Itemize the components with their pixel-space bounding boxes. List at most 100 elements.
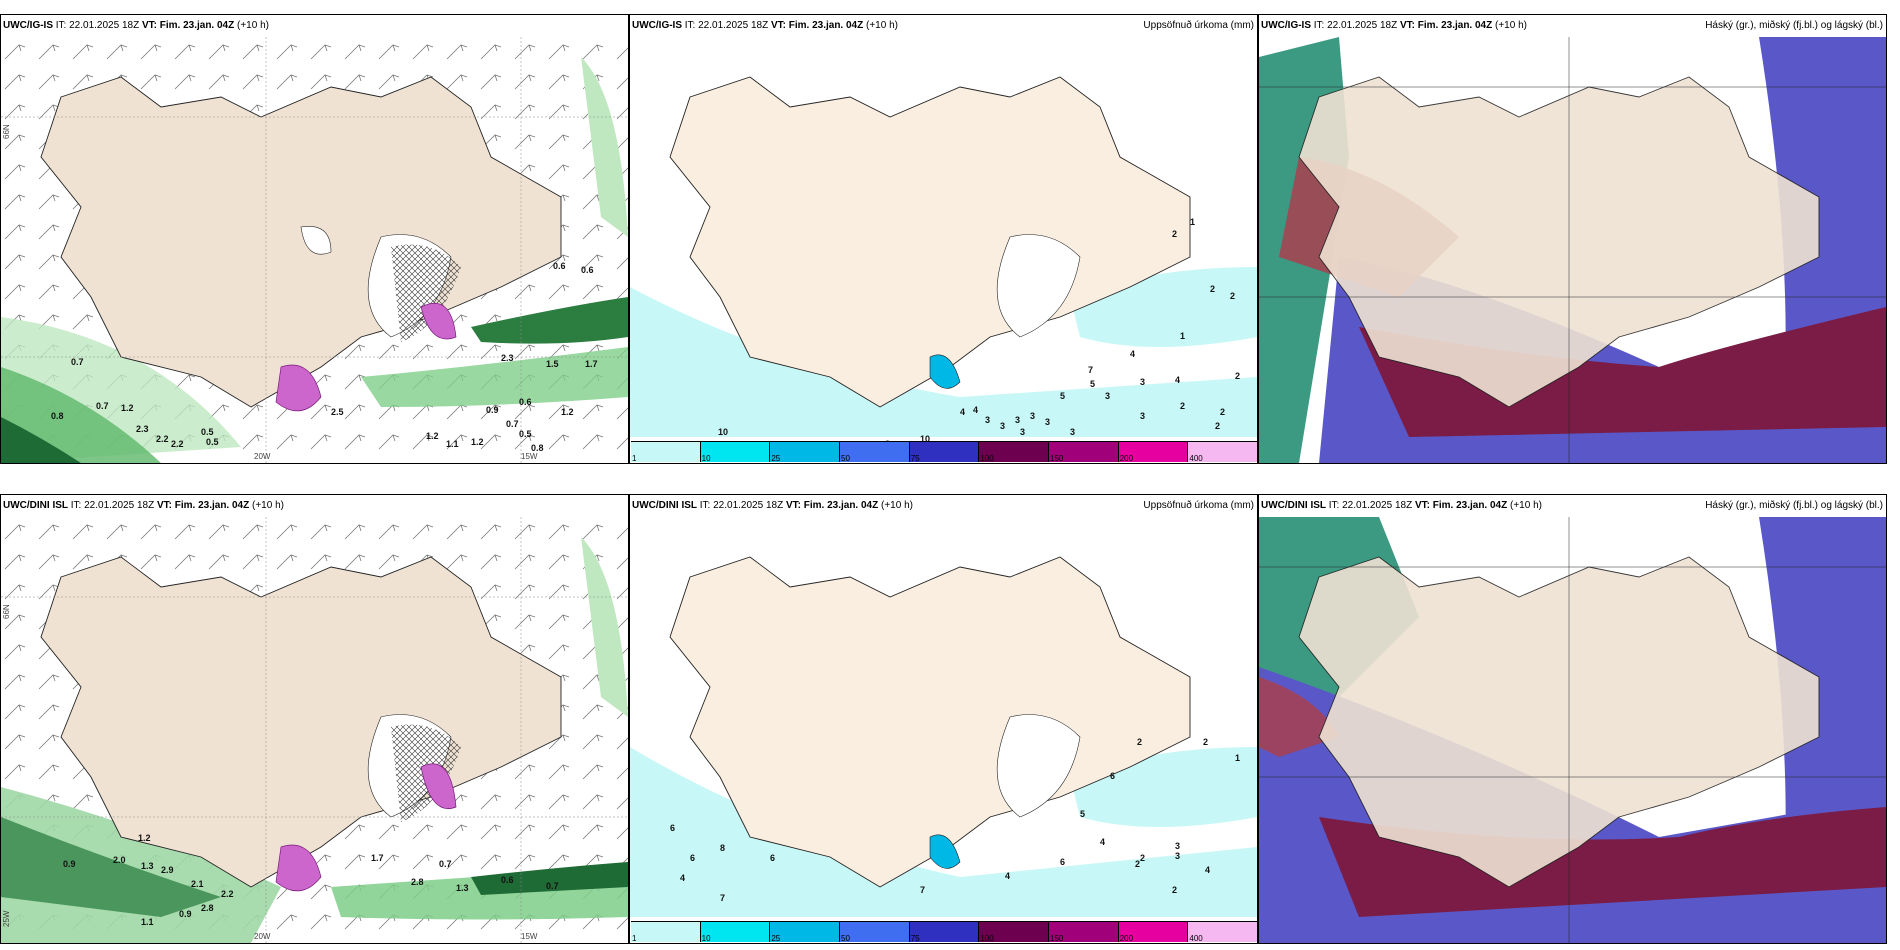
svg-text:3: 3 — [1020, 427, 1025, 437]
svg-text:3: 3 — [1175, 841, 1180, 851]
svg-text:2: 2 — [1215, 421, 1220, 431]
svg-text:0.7: 0.7 — [71, 357, 84, 367]
wind-map: 66N 20W 15W 25W 1.2 0.9 2.0 1.3 2.9 2.1 … — [1, 517, 628, 943]
svg-text:1.1: 1.1 — [446, 439, 459, 449]
svg-text:2.3: 2.3 — [501, 353, 514, 363]
svg-text:66N: 66N — [2, 124, 11, 139]
svg-text:0.9: 0.9 — [63, 859, 76, 869]
panel-header: UWC/IG-IS IT: 22.01.2025 18Z VT: Fim. 23… — [632, 20, 898, 31]
svg-text:2: 2 — [1210, 284, 1215, 294]
svg-text:0.9: 0.9 — [486, 405, 499, 415]
svg-text:1.2: 1.2 — [426, 431, 439, 441]
legend-swatch: 25 — [770, 922, 841, 943]
panel-title: Uppsöfnuð úrkoma (mm) — [1143, 500, 1254, 511]
svg-text:3: 3 — [1015, 415, 1020, 425]
svg-text:8: 8 — [720, 843, 725, 853]
svg-text:2: 2 — [1235, 371, 1240, 381]
cloud-panel-top: UWC/IG-IS IT: 22.01.2025 18Z VT: Fim. 23… — [1258, 14, 1887, 464]
svg-text:7: 7 — [1088, 365, 1093, 375]
svg-text:4: 4 — [1175, 375, 1180, 385]
svg-text:6: 6 — [1110, 771, 1115, 781]
svg-text:0.5: 0.5 — [206, 437, 219, 447]
svg-text:3: 3 — [1105, 391, 1110, 401]
svg-text:2.2: 2.2 — [171, 439, 184, 449]
panel-header: UWC/DINI ISL IT: 22.01.2025 18Z VT: Fim.… — [1261, 500, 1542, 511]
svg-text:2.2: 2.2 — [156, 434, 169, 444]
svg-text:10: 10 — [718, 427, 728, 437]
legend-swatch: 100 — [979, 922, 1050, 943]
panel-header: UWC/IG-IS IT: 22.01.2025 18Z VT: Fim. 23… — [3, 20, 269, 31]
svg-text:7: 7 — [920, 885, 925, 895]
legend-swatch: 1 — [631, 922, 701, 943]
precip-map: 6 8 6 6 4 7 7 4 6 4 6 5 2 3 2 2 4 3 2 1 … — [630, 517, 1257, 943]
legend-swatch: 10 — [700, 442, 771, 463]
svg-text:4: 4 — [973, 405, 978, 415]
panel-title: Uppsöfnuð úrkoma (mm) — [1143, 20, 1254, 31]
svg-text:3: 3 — [985, 415, 990, 425]
svg-text:4: 4 — [1205, 865, 1210, 875]
svg-text:1.2: 1.2 — [138, 833, 151, 843]
svg-text:4: 4 — [680, 873, 685, 883]
svg-text:5: 5 — [1090, 379, 1095, 389]
wind-map: 66N 20W 15W 0.7 0.8 0.7 1.2 2.3 2.2 2.2 … — [1, 37, 628, 463]
svg-text:2: 2 — [1135, 859, 1140, 869]
svg-text:4: 4 — [960, 407, 965, 417]
svg-text:66N: 66N — [2, 604, 11, 619]
svg-text:2.8: 2.8 — [411, 877, 424, 887]
svg-text:1.7: 1.7 — [371, 853, 384, 863]
legend-swatch: 100 — [979, 442, 1050, 463]
svg-text:0.8: 0.8 — [531, 443, 544, 453]
legend-swatch: 75 — [909, 442, 980, 463]
svg-text:0.7: 0.7 — [546, 881, 559, 891]
precip-legend: 1 10 25 50 75 100 150 200 400 — [631, 441, 1257, 463]
svg-text:6: 6 — [1060, 857, 1065, 867]
svg-text:2.0: 2.0 — [113, 855, 126, 865]
svg-text:7: 7 — [720, 893, 725, 903]
svg-text:1: 1 — [1180, 331, 1185, 341]
svg-text:3: 3 — [1045, 417, 1050, 427]
svg-text:1.5: 1.5 — [546, 359, 559, 369]
svg-text:0.6: 0.6 — [553, 261, 566, 271]
wind-precip-panel-top: UWC/IG-IS IT: 22.01.2025 18Z VT: Fim. 23… — [0, 14, 629, 464]
svg-text:2: 2 — [1137, 737, 1142, 747]
svg-text:0.7: 0.7 — [506, 419, 519, 429]
svg-text:0.9: 0.9 — [179, 909, 192, 919]
svg-text:2.9: 2.9 — [161, 865, 174, 875]
svg-text:1.3: 1.3 — [141, 861, 154, 871]
svg-text:10: 10 — [920, 434, 930, 444]
svg-text:2: 2 — [1230, 291, 1235, 301]
svg-text:0.6: 0.6 — [501, 875, 514, 885]
legend-swatch: 200 — [1118, 442, 1189, 463]
cloud-map — [1259, 517, 1886, 943]
svg-text:2.3: 2.3 — [136, 424, 149, 434]
precip-map: 10 8 10 4 4 3 3 3 3 3 3 3 5 5 7 3 4 3 2 … — [630, 37, 1257, 463]
svg-text:1.2: 1.2 — [561, 407, 574, 417]
svg-text:0.6: 0.6 — [581, 265, 594, 275]
legend-swatch: 10 — [700, 922, 771, 943]
svg-text:3: 3 — [1030, 411, 1035, 421]
svg-text:6: 6 — [770, 853, 775, 863]
svg-text:1.7: 1.7 — [585, 359, 598, 369]
svg-text:0.5: 0.5 — [519, 429, 532, 439]
svg-text:5: 5 — [1080, 809, 1085, 819]
svg-text:1: 1 — [1235, 753, 1240, 763]
svg-text:3: 3 — [1140, 377, 1145, 387]
precip-panel-top: UWC/IG-IS IT: 22.01.2025 18Z VT: Fim. 23… — [629, 14, 1258, 464]
svg-text:25W: 25W — [2, 910, 11, 927]
panel-title: Háský (gr.), miðský (fj.bl.) og lágský (… — [1705, 20, 1883, 31]
panel-header: UWC/DINI ISL IT: 22.01.2025 18Z VT: Fim.… — [3, 500, 284, 511]
legend-swatch: 50 — [840, 442, 910, 463]
svg-text:1.2: 1.2 — [121, 403, 134, 413]
svg-text:5: 5 — [1060, 391, 1065, 401]
legend-swatch: 400 — [1188, 922, 1257, 943]
svg-text:2: 2 — [1180, 401, 1185, 411]
panel-header: UWC/DINI ISL IT: 22.01.2025 18Z VT: Fim.… — [632, 500, 913, 511]
svg-text:20W: 20W — [254, 932, 271, 941]
precip-panel-bottom: UWC/DINI ISL IT: 22.01.2025 18Z VT: Fim.… — [629, 494, 1258, 944]
svg-text:1.1: 1.1 — [141, 917, 154, 927]
svg-text:4: 4 — [1130, 349, 1135, 359]
legend-swatch: 1 — [631, 442, 701, 463]
svg-text:2.1: 2.1 — [191, 879, 204, 889]
legend-swatch: 150 — [1049, 922, 1119, 943]
svg-text:4: 4 — [1100, 837, 1105, 847]
